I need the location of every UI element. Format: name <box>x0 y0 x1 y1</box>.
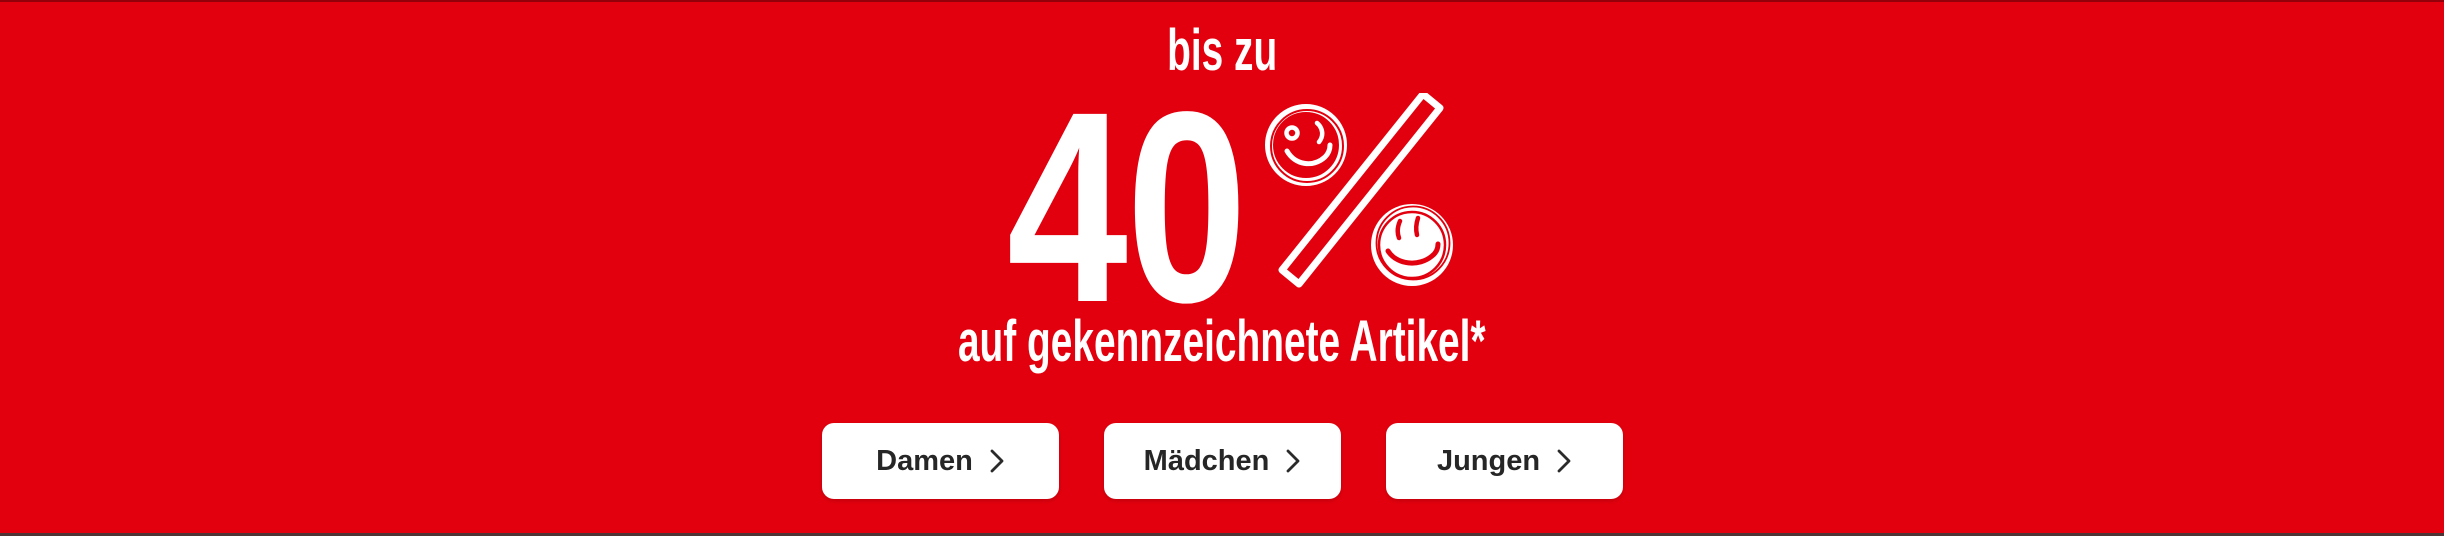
chevron-right-icon <box>990 449 1004 473</box>
maedchen-button[interactable]: Mädchen <box>1103 423 1341 499</box>
damen-button[interactable]: Damen <box>821 423 1059 499</box>
percent-smiley-icon <box>1264 93 1453 288</box>
jungen-button-label: Jungen <box>1436 444 1541 477</box>
discount-headline: 40 <box>977 55 1467 359</box>
bottom-divider <box>0 533 2444 536</box>
maedchen-button-label: Mädchen <box>1143 444 1270 477</box>
jungen-button[interactable]: Jungen <box>1385 423 1623 499</box>
chevron-right-icon <box>1557 449 1571 473</box>
discount-value: 40 <box>1007 55 1247 359</box>
damen-button-label: Damen <box>876 444 973 477</box>
chevron-right-icon <box>1286 449 1300 473</box>
promo-eyebrow: bis zu <box>1166 18 1278 83</box>
cta-row: Damen Mädchen Jungen <box>821 423 1623 499</box>
top-divider <box>0 0 2444 2</box>
promo-tagline: auf gekennzeichnete Artikel* <box>958 309 1486 374</box>
